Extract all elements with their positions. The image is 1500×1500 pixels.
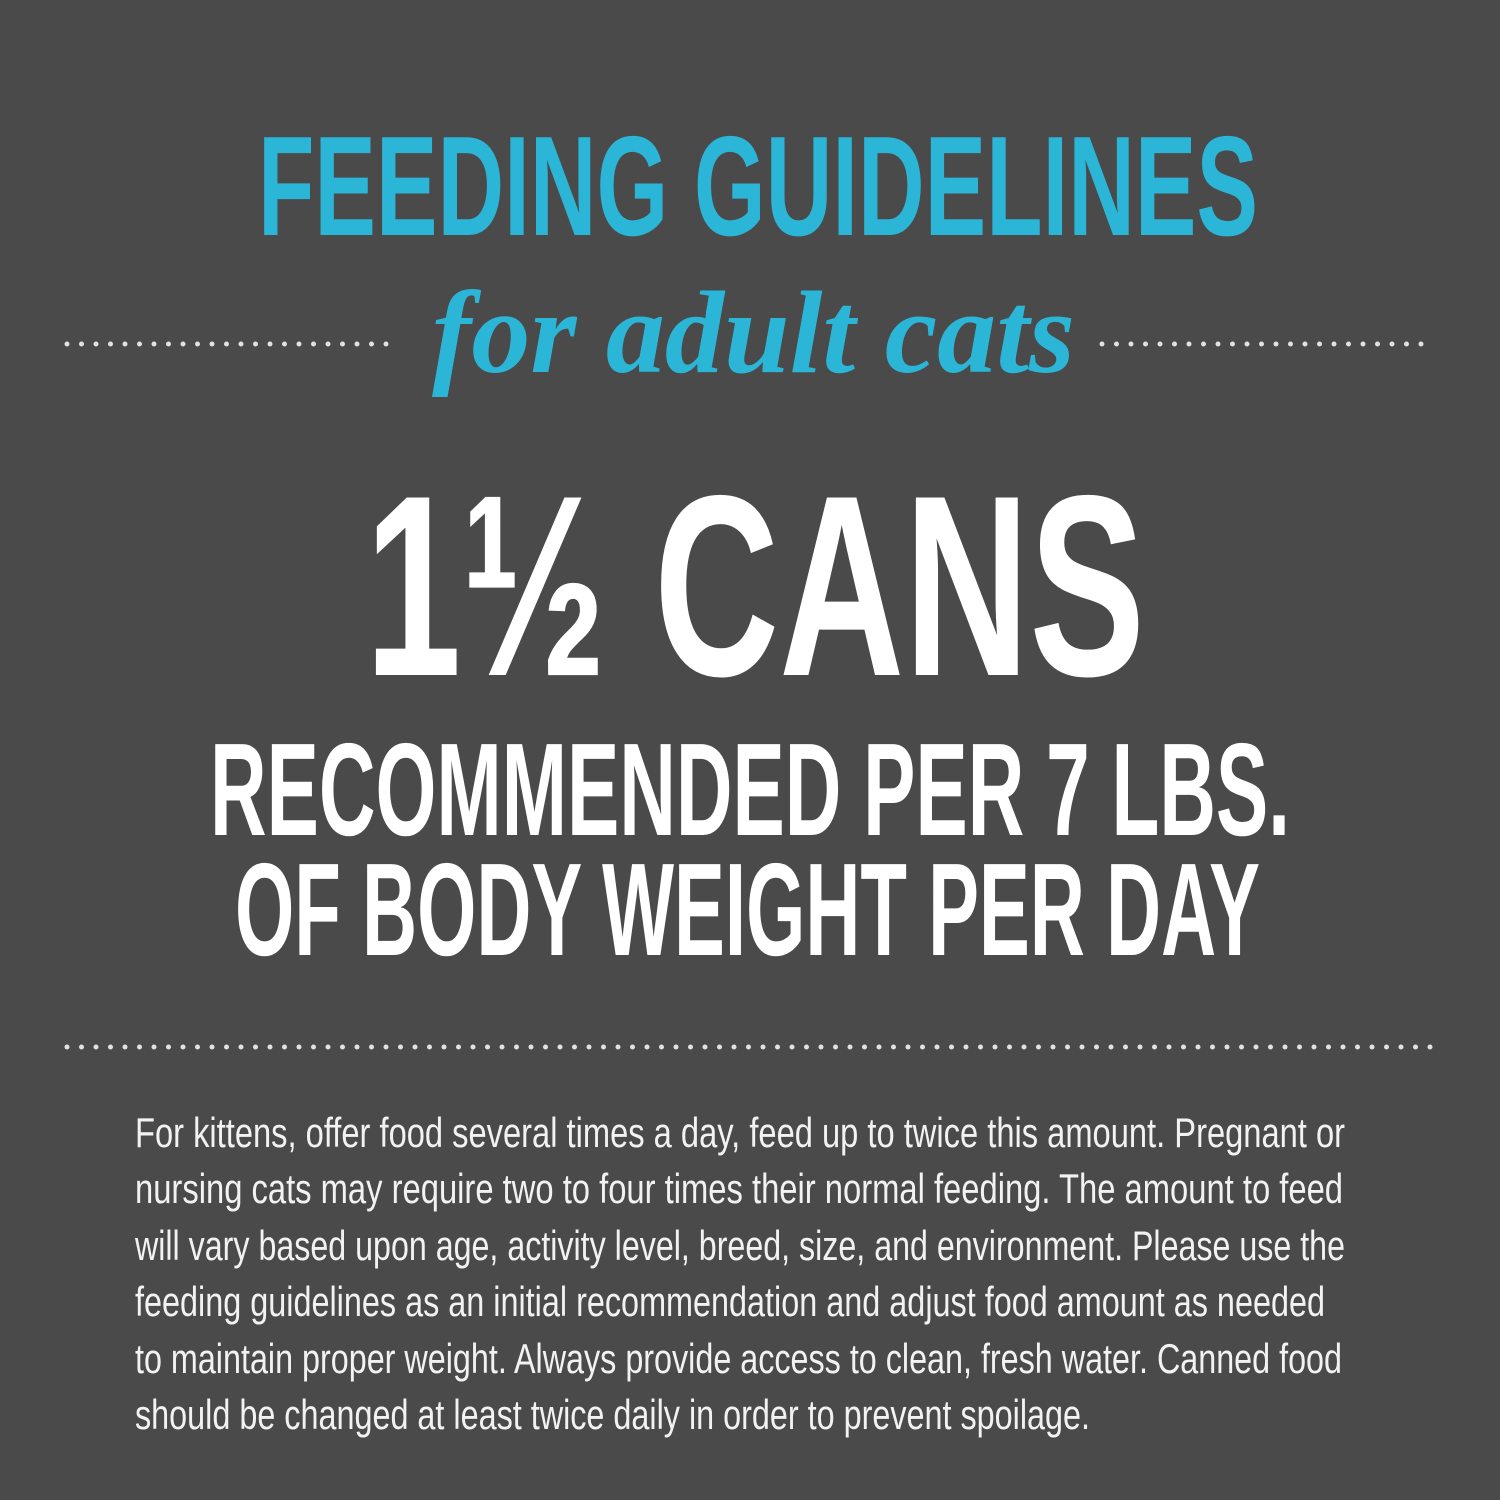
amount: 1½ CANS (365, 441, 1145, 730)
body-line: feeding guidelines as an initial recomme… (135, 1278, 1325, 1325)
body-line: nursing cats may require two to four tim… (135, 1165, 1343, 1212)
body-line: For kittens, offer food several times a … (135, 1109, 1345, 1156)
amount-detail: RECOMMENDED PER 7 LBS. (210, 716, 1290, 863)
title: FEEDING GUIDELINES (258, 107, 1258, 266)
amount-detail: OF BODY WEIGHT PER DAY (235, 836, 1260, 983)
body-line: to maintain proper weight. Always provid… (135, 1335, 1342, 1382)
subtitle: for adult cats (432, 267, 1075, 398)
body-line: will vary based upon age, activity level… (134, 1222, 1345, 1269)
body-line: should be changed at least twice daily i… (135, 1391, 1090, 1438)
body-text: For kittens, offer food several times a … (134, 1109, 1345, 1438)
